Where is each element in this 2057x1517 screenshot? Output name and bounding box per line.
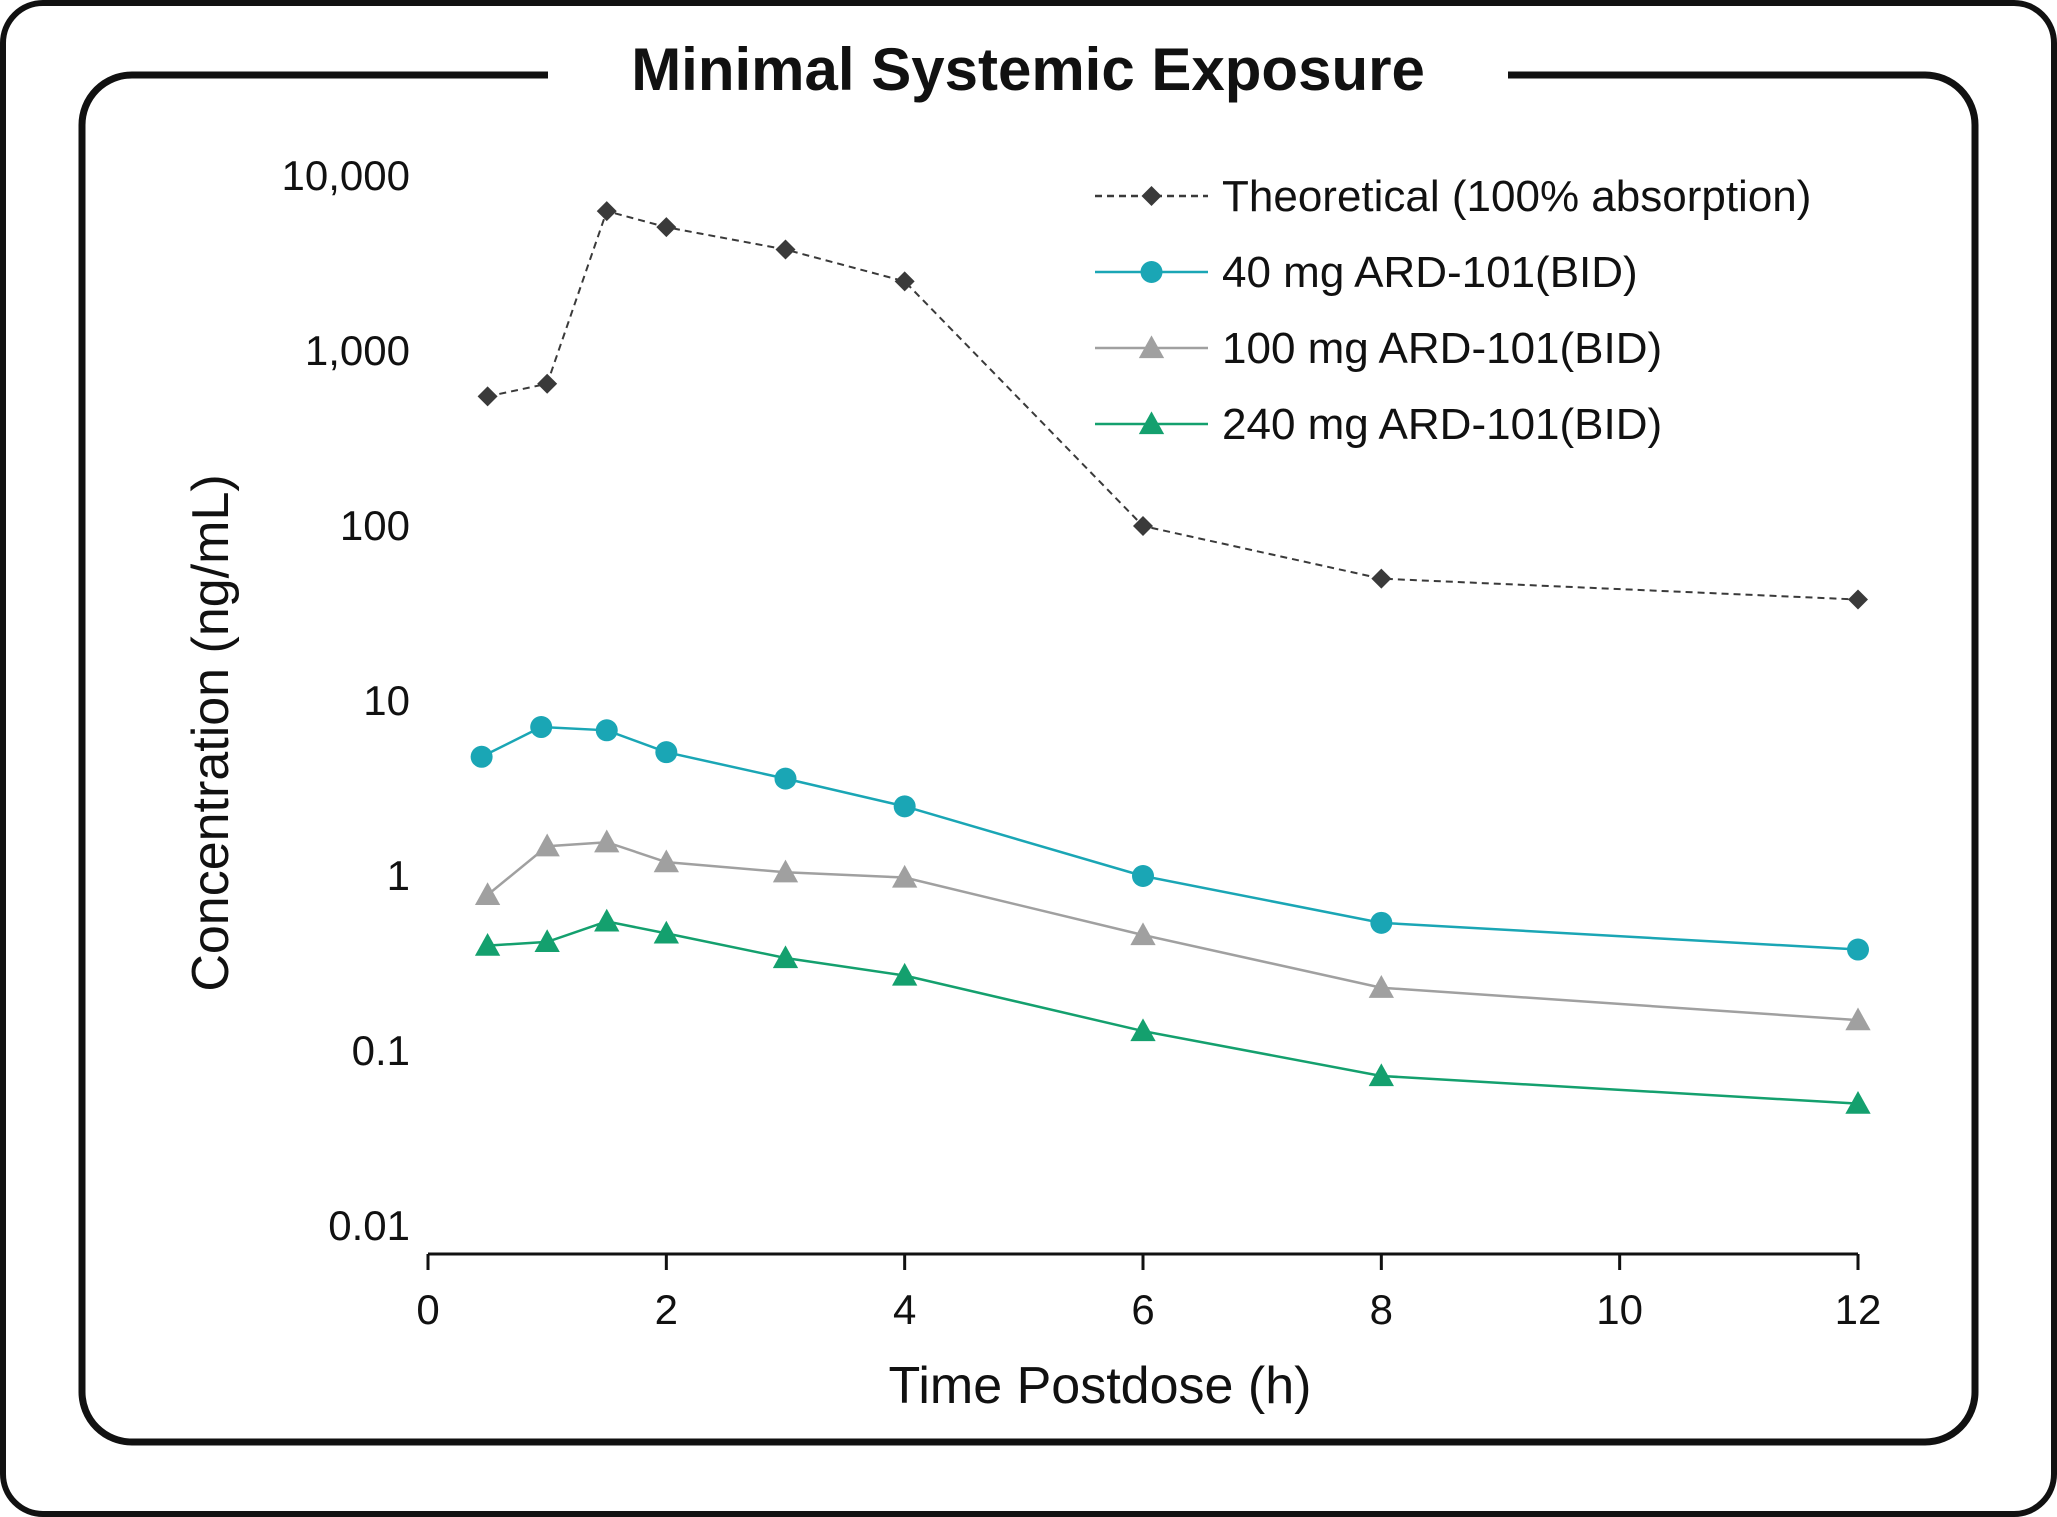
y-tick-label: 100 <box>340 502 410 549</box>
x-tick-label: 10 <box>1596 1286 1643 1333</box>
data-point <box>772 945 799 969</box>
legend-item: 100 mg ARD-101(BID) <box>1095 324 1662 373</box>
legend-marker <box>1138 335 1165 359</box>
y-tick-label: 1 <box>387 852 410 899</box>
data-point <box>1130 922 1156 946</box>
data-point <box>893 795 916 818</box>
data-point <box>653 849 679 873</box>
legend-marker <box>1138 411 1165 435</box>
data-point <box>1370 911 1393 934</box>
axes: 0 2 4 6 8 10 12 10,000 1,000 100 10 1 0.1 0.01 <box>282 152 1882 1333</box>
x-tick-label: 6 <box>1131 1286 1154 1333</box>
data-point <box>775 239 796 260</box>
legend-label: Theoretical (100% absorption) <box>1222 172 1811 221</box>
data-point <box>530 716 553 739</box>
data-point <box>774 767 797 790</box>
y-axis-title: Concentration (ng/mL) <box>182 474 240 991</box>
data-point <box>1847 938 1869 961</box>
x-tick-label: 2 <box>655 1286 678 1333</box>
series-3 <box>474 829 1871 1031</box>
title-gap <box>548 55 1508 100</box>
y-tick-label: 10 <box>363 677 410 724</box>
y-tick-label: 10,000 <box>282 152 410 199</box>
data-point <box>1371 568 1392 589</box>
data-point <box>594 908 620 932</box>
data-point <box>653 920 679 944</box>
legend-label: 100 mg ARD-101(BID) <box>1222 324 1662 373</box>
data-point <box>1130 1018 1156 1042</box>
x-tick-label: 12 <box>1835 1286 1882 1333</box>
legend-item: 240 mg ARD-101(BID) <box>1095 400 1662 449</box>
legend-item: 40 mg ARD-101(BID) <box>1095 248 1638 297</box>
x-axis-title: Time Postdose (h) <box>889 1357 1312 1415</box>
y-tick-label: 0.1 <box>352 1027 410 1074</box>
legend-item: Theoretical (100% absorption) <box>1095 172 1811 221</box>
data-point <box>1133 516 1153 536</box>
data-point <box>477 386 498 407</box>
data-point <box>892 962 918 986</box>
y-tick-label: 0.01 <box>328 1202 410 1249</box>
x-tick-label: 0 <box>416 1286 439 1333</box>
series-layer <box>470 201 1871 1114</box>
data-point <box>534 833 560 857</box>
data-point <box>534 929 560 953</box>
legend-label: 240 mg ARD-101(BID) <box>1222 400 1662 449</box>
data-point <box>894 271 915 292</box>
data-point <box>1848 589 1868 610</box>
data-point <box>470 745 493 768</box>
data-point <box>1845 1007 1871 1031</box>
series-2 <box>470 716 1869 961</box>
legend-label: 40 mg ARD-101(BID) <box>1222 248 1638 297</box>
x-tick-label: 4 <box>893 1286 916 1333</box>
x-tick-label: 8 <box>1370 1286 1393 1333</box>
data-point <box>655 741 678 764</box>
data-point <box>656 217 677 238</box>
y-tick-label: 1,000 <box>305 327 410 374</box>
series-1 <box>477 201 1868 610</box>
data-point <box>596 201 617 222</box>
data-point <box>772 859 799 883</box>
data-point <box>1845 1091 1871 1114</box>
data-point <box>1132 865 1154 887</box>
data-point <box>892 864 918 888</box>
data-point <box>474 882 501 906</box>
data-point <box>594 829 620 853</box>
legend-marker <box>1141 186 1162 206</box>
data-point <box>595 719 618 742</box>
data-point <box>1368 975 1394 998</box>
legend-marker <box>1140 261 1163 283</box>
series-4 <box>474 908 1871 1114</box>
data-point <box>474 932 501 956</box>
legend: Theoretical (100% absorption) 40 mg ARD-1… <box>1095 172 1811 449</box>
chart-title: Minimal Systemic Exposure <box>631 36 1425 103</box>
data-point <box>1368 1063 1394 1087</box>
data-point <box>537 373 558 394</box>
